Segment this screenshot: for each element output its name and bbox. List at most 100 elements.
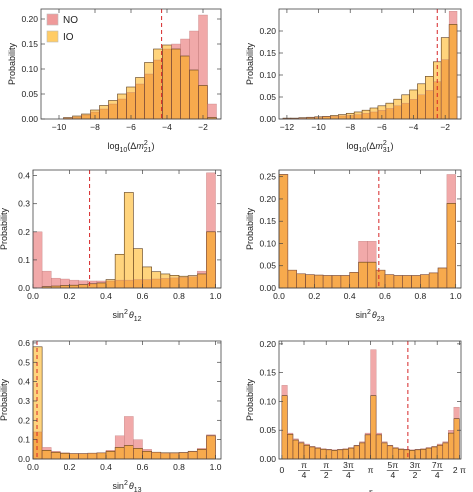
bar-no bbox=[171, 44, 181, 49]
bar-overlap bbox=[197, 449, 207, 459]
plot-frame bbox=[278, 340, 462, 460]
x-tick-label: 0.2 bbox=[308, 291, 320, 301]
y-tick-label: 0.3 bbox=[18, 199, 30, 209]
bar-overlap bbox=[142, 451, 152, 459]
x-tick-label: 5π bbox=[388, 460, 399, 470]
x-tick-label: 0.6 bbox=[137, 291, 149, 301]
x-tick-label: π bbox=[368, 465, 374, 475]
bar-io bbox=[160, 273, 170, 279]
x-tick-label: 0.8 bbox=[173, 291, 185, 301]
bar-overlap bbox=[358, 262, 368, 288]
bar-overlap bbox=[126, 92, 136, 119]
bar-io bbox=[90, 110, 100, 112]
bar-overlap bbox=[142, 279, 152, 288]
tick-fraction-denominator: 4 bbox=[390, 470, 395, 480]
bar-overlap bbox=[309, 446, 316, 459]
y-tick-label: 0.20 bbox=[259, 339, 276, 349]
tick-fraction-denominator: 4 bbox=[302, 470, 307, 480]
x-tick-label: −4 bbox=[162, 122, 172, 132]
bar-no bbox=[42, 271, 52, 287]
bar-overlap bbox=[304, 445, 310, 459]
x-tick-label: π bbox=[323, 460, 329, 470]
bar-overlap bbox=[323, 275, 333, 288]
x-tick-label: 0.4 bbox=[100, 462, 112, 472]
bar-overlap bbox=[338, 115, 347, 119]
legend: NO IO bbox=[46, 13, 78, 43]
legend-label: NO bbox=[63, 15, 78, 26]
bar-io bbox=[72, 116, 82, 117]
bar-io bbox=[135, 77, 145, 84]
bar-overlap bbox=[72, 117, 82, 119]
x-tick-label: 3π bbox=[343, 460, 354, 470]
y-tick-label: 0.2 bbox=[18, 415, 30, 425]
bar-io bbox=[99, 105, 109, 109]
bar-overlap bbox=[87, 283, 97, 288]
bar-overlap bbox=[179, 452, 189, 459]
bar-overlap bbox=[162, 49, 172, 119]
bar-overlap bbox=[348, 448, 354, 459]
bar-overlap bbox=[417, 94, 426, 119]
bar-no bbox=[142, 449, 152, 452]
y-tick-label: 0.15 bbox=[259, 368, 276, 378]
bar-overlap bbox=[298, 442, 305, 459]
y-tick-label: 0.10 bbox=[259, 70, 276, 80]
bar-overlap bbox=[42, 286, 52, 288]
bar-io bbox=[441, 37, 450, 60]
x-tick-label: 0.0 bbox=[273, 291, 285, 301]
x-tick-label: −6 bbox=[377, 122, 387, 132]
y-tick-label: 0.10 bbox=[259, 396, 276, 406]
bar-overlap bbox=[124, 445, 134, 459]
bar-overlap bbox=[429, 272, 439, 288]
bar-overlap bbox=[306, 117, 315, 119]
bar-overlap bbox=[207, 117, 217, 119]
bar-overlap bbox=[393, 275, 403, 288]
bar-no bbox=[359, 441, 366, 443]
bar-overlap bbox=[403, 449, 410, 459]
x-tick-label: 0.4 bbox=[100, 291, 112, 301]
bar-no bbox=[281, 385, 288, 396]
x-tick-label: 0.2 bbox=[64, 462, 76, 472]
bar-overlap bbox=[188, 451, 198, 459]
y-tick-label: 0.1 bbox=[18, 255, 30, 265]
bar-overlap bbox=[160, 453, 170, 459]
bar-no bbox=[198, 15, 208, 86]
bar-overlap bbox=[402, 275, 412, 288]
bar-no bbox=[69, 280, 79, 286]
bar-overlap bbox=[33, 431, 43, 459]
bar-io bbox=[401, 94, 410, 104]
y-tick-label: 0.6 bbox=[18, 338, 30, 348]
bar-overlap bbox=[448, 433, 454, 459]
y-axis-label: Probability bbox=[245, 207, 255, 250]
y-tick-label: 0.20 bbox=[21, 14, 38, 24]
bar-overlap bbox=[188, 276, 198, 288]
bar-overlap bbox=[426, 448, 432, 459]
y-tick-label: 0.05 bbox=[21, 89, 38, 99]
bar-overlap bbox=[437, 445, 443, 459]
y-tick-label: 0.15 bbox=[21, 39, 38, 49]
bar-overlap bbox=[425, 90, 434, 119]
bar-io bbox=[133, 248, 143, 280]
bar-no bbox=[367, 241, 377, 263]
x-tick-label: 0.8 bbox=[414, 291, 426, 301]
bar-overlap bbox=[171, 49, 181, 119]
y-tick-label: 0.10 bbox=[21, 64, 38, 74]
x-tick-label: 0 bbox=[279, 465, 284, 475]
bar-no bbox=[292, 438, 299, 441]
bar-overlap bbox=[326, 449, 332, 459]
chart-panel-4: 0.00 0.05 0.10 0.15 0.20 0.25 0.0 0.2 0.4 0.6 0.8 1… bbox=[245, 169, 462, 323]
x-tick-label: −2 bbox=[198, 122, 208, 132]
y-tick-label: 0.00 bbox=[21, 114, 38, 124]
bar-io bbox=[81, 114, 91, 115]
x-tick-label: π bbox=[301, 460, 307, 470]
bar-io bbox=[117, 94, 127, 99]
bar-overlap bbox=[377, 110, 386, 119]
bar-no bbox=[87, 280, 97, 284]
x-tick-label: 2 π bbox=[453, 465, 466, 475]
bar-overlap bbox=[385, 274, 394, 288]
bar-overlap bbox=[298, 118, 307, 119]
x-tick-label: −6 bbox=[126, 122, 136, 132]
bar-no bbox=[206, 172, 216, 232]
bar-overlap bbox=[442, 442, 449, 459]
bar-overlap bbox=[287, 434, 293, 459]
